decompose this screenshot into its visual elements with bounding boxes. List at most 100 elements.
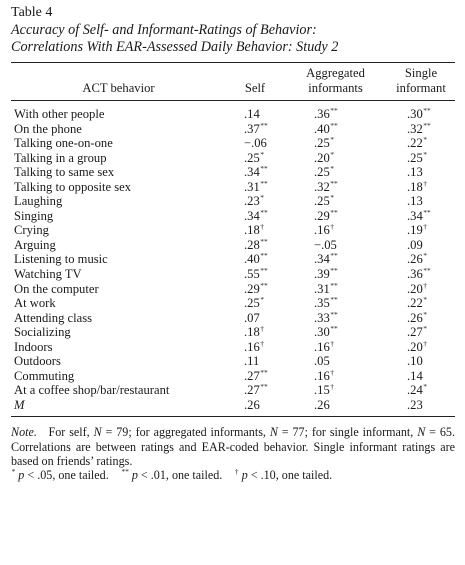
header-self: Self [244,81,266,95]
cell-single: .34** [407,207,431,223]
cell-single: .30** [407,106,431,121]
cell-single: .20† [407,280,427,296]
row-label: Commuting [14,368,75,383]
table-title-line-2: Correlations With EAR-Assessed Daily Beh… [11,39,339,55]
cell-self: .07 [244,310,260,325]
cell-self: .25* [244,149,264,165]
row-label: Watching TV [14,267,82,282]
cell-self: .34** [244,207,268,223]
header-aggregated-informants: Aggregated informants [306,66,365,95]
table-row: Socializing .18† .30** .27* [11,325,455,340]
row-label: Attending class [14,310,92,325]
table-row: Talking to opposite sex .31** .32** .18† [11,178,455,195]
header-rule [11,100,455,101]
row-label: Listening to music [14,252,108,267]
table-row: Talking to same sex .34** .25* .13 [11,165,455,180]
table-row: Singing .34** .29** .34** [11,209,455,224]
cell-self: .27** [244,367,268,383]
cell-single: .20† [407,338,427,354]
cell-single: .14 [407,368,423,383]
cell-self: .11 [244,354,260,369]
table-row: Commuting .27** .16† .14 [11,369,455,384]
cell-self: .28** [244,236,268,252]
row-label: Talking to same sex [14,165,115,180]
table-row: Laughing .23* .25* .13 [11,194,455,209]
row-label: At a coffee shop/bar/restaurant [14,383,170,398]
cell-self: .40** [244,251,268,267]
note-label: Note. [11,425,37,440]
cell-aggregated: .29** [314,207,338,223]
mean-aggregated: .26 [314,397,330,412]
cell-single: .25* [407,149,427,165]
cell-self: .37** [244,120,268,136]
table-row: Listening to music .40** .34** .26* [11,252,455,267]
cell-aggregated: .35** [314,295,338,311]
cell-single: .24* [407,382,427,398]
cell-aggregated: .31** [314,280,338,296]
table-row: Indoors .16† .16† .20† [11,340,455,355]
top-rule [11,62,455,63]
row-label: On the phone [14,121,82,136]
cell-self: .31** [244,178,268,194]
cell-single: .26* [407,309,427,325]
row-label: Laughing [14,194,63,209]
row-label: On the computer [14,281,99,296]
cell-aggregated: .32** [314,178,338,194]
header-act-behavior: ACT behavior [82,81,155,95]
table-row: With other people .14 .36** .30** [11,101,455,122]
cell-aggregated: .30** [314,324,338,340]
table-row: At a coffee shop/bar/restaurant .27** .15†… [11,383,455,398]
row-label: Arguing [14,237,56,252]
cell-aggregated: .15† [314,382,334,398]
row-label: Indoors [14,339,53,354]
row-label: At work [14,296,56,311]
cell-single: .18† [407,178,427,194]
cell-single: .13 [407,194,423,209]
mean-row: M .26 .26 .23 [11,398,455,417]
table-row: Arguing .28** −.05 .09 [11,238,455,253]
table-title-line-1: Accuracy of Self- and Informant-Ratings … [11,22,317,38]
cell-single: .10 [407,354,423,369]
table-row: Talking in a group .25* .20* .25* [11,149,455,166]
cell-single: .32** [407,120,431,136]
cell-aggregated: .16† [314,367,334,383]
table-note: Note. For self, N = 79; for aggregated i… [11,425,455,483]
cell-aggregated: .20* [314,149,334,165]
cell-single: .27* [407,324,427,340]
cell-single: .36** [407,266,431,282]
table-row: Attending class .07 .33** .26* [11,309,455,326]
table-row: On the computer .29** .31** .20† [11,280,455,297]
cell-aggregated: .40** [314,120,338,136]
cell-self: .23* [244,193,264,209]
cell-aggregated: .16† [314,338,334,354]
table-header: ACT behavior Self Aggregated informants S… [11,63,455,101]
row-label: Talking to opposite sex [14,179,131,194]
table-row: Talking one-on-one −.06 .25* .22* [11,136,455,151]
cell-self: .18† [244,324,264,340]
cell-aggregated: .25* [314,135,334,151]
mean-self: .26 [244,397,260,412]
mean-label: M [14,397,25,412]
cell-self: −.06 [244,136,267,151]
cell-single: .22* [407,135,427,151]
cell-single: .22* [407,295,427,311]
header-single-informant: Single informant [396,66,446,95]
table-row: On the phone .37** .40** .32** [11,120,455,137]
row-label: Singing [14,208,54,223]
cell-self: .18† [244,222,264,238]
cell-single: .13 [407,165,423,180]
cell-aggregated: .39** [314,266,338,282]
cell-self: .29** [244,280,268,296]
row-label: Outdoors [14,354,61,369]
table-row: Watching TV .55** .39** .36** [11,267,455,282]
cell-aggregated: .33** [314,309,338,325]
cell-self: .16† [244,338,264,354]
cell-aggregated: .25* [314,193,334,209]
cell-self: .34** [244,164,268,180]
row-label: Socializing [14,325,71,340]
correlation-table: ACT behavior Self Aggregated informants S… [11,63,455,416]
cell-self: .27** [244,382,268,398]
table-number: Table 4 [11,5,53,20]
cell-self: .25* [244,295,264,311]
